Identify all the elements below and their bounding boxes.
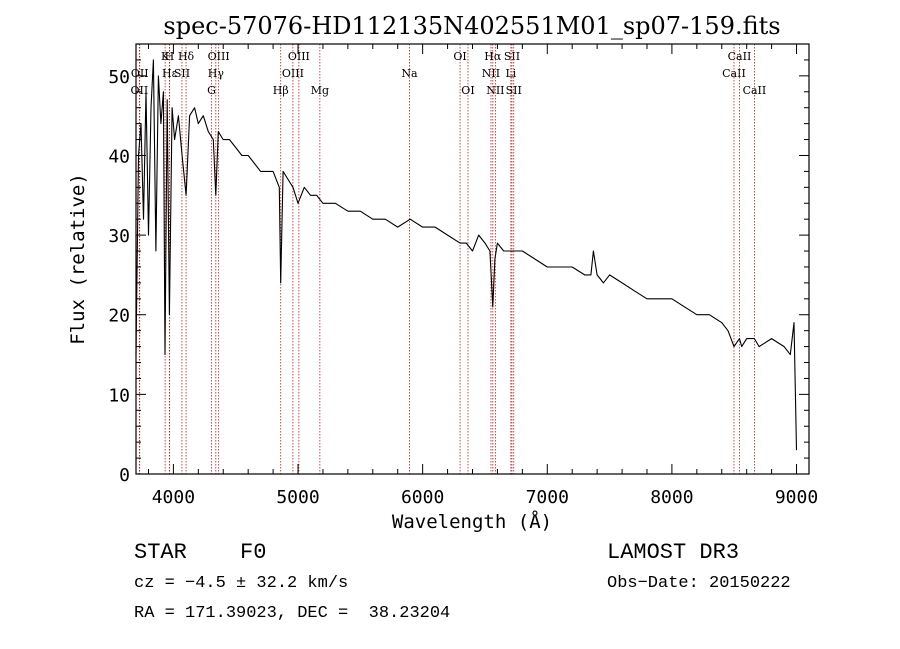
line-label: CaII <box>722 67 746 80</box>
line-label: Hδ <box>178 50 195 63</box>
line-label: Na <box>401 67 418 80</box>
line-label: Hγ <box>208 67 225 80</box>
line-label: G <box>207 84 216 97</box>
line-label: K <box>161 50 170 63</box>
survey-name: LAMOST DR3 <box>607 540 740 565</box>
line-label: OIII <box>288 50 310 63</box>
y-tick-label: 10 <box>108 385 130 406</box>
y-tick-label: 40 <box>108 146 130 167</box>
line-label: SII <box>506 84 522 97</box>
x-tick-label: 8000 <box>650 487 693 508</box>
y-tick-label: 20 <box>108 306 130 327</box>
object-class: STAR <box>134 540 187 565</box>
line-label: OI <box>453 50 466 63</box>
plot-frame <box>135 43 810 475</box>
line-label: Hε <box>162 67 178 80</box>
x-tick-label: 5000 <box>276 487 319 508</box>
line-label: NII <box>482 67 500 80</box>
x-tick-label: 6000 <box>401 487 444 508</box>
y-axis-label: Flux (relative) <box>67 173 89 345</box>
coordinates: RA = 171.39023, DEC = 38.23204 <box>134 604 451 623</box>
line-label: Mg <box>311 84 329 97</box>
line-label: Hβ <box>273 84 289 97</box>
line-label: OI <box>461 84 474 97</box>
line-label: CaII <box>743 84 767 97</box>
line-label: OIII <box>282 67 304 80</box>
flux-line <box>135 59 798 451</box>
y-tick-label: 30 <box>108 226 130 247</box>
x-tick-label: 9000 <box>775 487 818 508</box>
line-label: Hα <box>484 50 502 63</box>
redshift: cz = −4.5 ± 32.2 km/s <box>134 574 349 593</box>
spectrum-series <box>135 59 798 451</box>
line-label: CaII <box>728 50 752 63</box>
obs-date: Obs−Date: 20150222 <box>607 574 791 593</box>
subclass: F0 <box>240 540 267 565</box>
axis-ticks: 4000 5000 6000 7000 8000 9000 0 10 20 30 40 50 <box>108 43 818 508</box>
line-label: NII <box>486 84 504 97</box>
line-label: OII <box>131 67 149 80</box>
x-axis-label: Wavelength (Å) <box>392 510 552 533</box>
spectral-lines: KHHεSIIHδHγGOIIIHβOIIIOIIIMgNaOIOINIIHαN… <box>131 44 767 474</box>
line-label: SII <box>504 50 520 63</box>
x-tick-label: 4000 <box>152 487 195 508</box>
x-tick-label: 7000 <box>526 487 569 508</box>
line-label: Li <box>505 67 516 80</box>
y-tick-label: 0 <box>119 465 130 486</box>
line-label: SII <box>174 67 190 80</box>
chart-title: spec-57076-HD112135N402551M01_sp07-159.f… <box>163 12 780 40</box>
line-label: OIII <box>208 50 230 63</box>
y-tick-label: 50 <box>108 67 130 88</box>
